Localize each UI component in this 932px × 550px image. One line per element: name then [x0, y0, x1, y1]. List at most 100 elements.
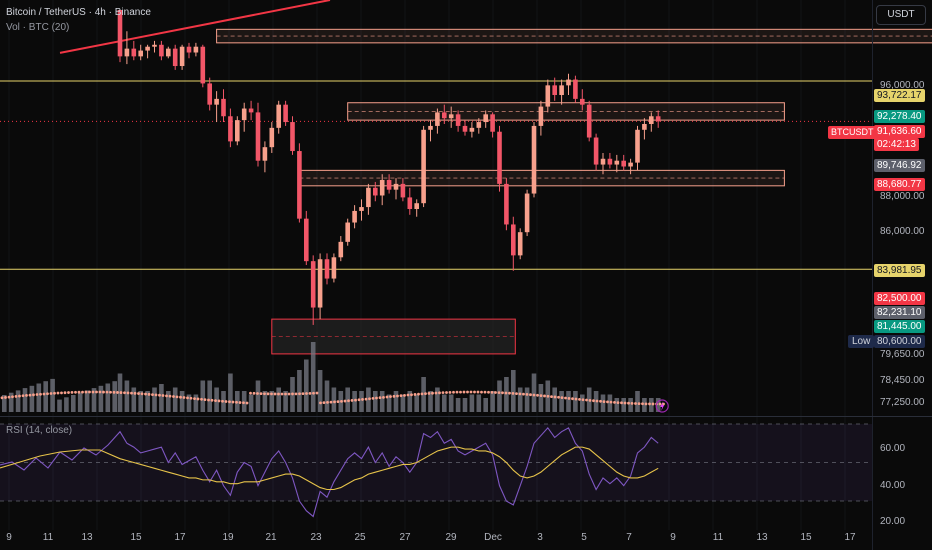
candle-body — [607, 158, 613, 165]
volume-ma-dot — [424, 392, 427, 396]
volume-bar — [435, 387, 440, 412]
volume-ma-dot — [63, 391, 67, 395]
volume-ma-dot — [515, 392, 518, 396]
volume-ma-dot — [11, 395, 14, 399]
volume-ma-dot — [259, 392, 263, 396]
volume-ma-dot — [277, 392, 280, 396]
price-tick-label: 88,000.00 — [880, 191, 925, 202]
candle-body — [324, 259, 330, 279]
volume-ma-dot — [186, 396, 189, 400]
volume-bar — [352, 391, 357, 412]
volume-ma-dot — [595, 399, 599, 403]
symbol-title[interactable]: Bitcoin / TetherUS · 4h · Binance — [6, 7, 151, 18]
volume-ma-dot — [574, 397, 578, 401]
candle-body — [131, 48, 137, 57]
volume-ma-dot — [483, 390, 487, 394]
candle-body — [559, 85, 564, 96]
candle-body — [166, 48, 171, 57]
volume-ma-dot — [315, 391, 319, 395]
volume-ma-dot — [133, 391, 137, 395]
volume-bar — [172, 387, 178, 412]
volume-ma-dot — [217, 399, 221, 403]
price-axis-divider — [872, 0, 873, 550]
volume-bar — [241, 391, 247, 412]
candle-body — [297, 151, 302, 219]
candle-body — [593, 137, 599, 165]
volume-ma-dot — [480, 390, 483, 394]
volume-ma-dot — [413, 393, 417, 396]
time-tick-label: 5 — [581, 532, 587, 543]
volume-bar — [455, 398, 461, 412]
gray-price-label: 89,746.92 — [874, 159, 925, 172]
volume-bar — [200, 380, 206, 412]
rsi-tick-label: 20.00 — [880, 516, 906, 527]
volume-ma-dot — [291, 392, 294, 396]
volume-bar — [22, 388, 28, 412]
volume-ma-dot — [116, 391, 119, 394]
volume-ma-dot — [168, 394, 172, 398]
candle-body — [566, 79, 571, 86]
rsi-indicator-label[interactable]: RSI (14, close) — [6, 425, 73, 436]
volume-ma-dot — [634, 402, 637, 405]
volume-indicator-label[interactable]: Vol · BTC (20) — [6, 22, 70, 33]
pane-divider[interactable] — [0, 416, 932, 417]
volume-ma-dot — [434, 391, 438, 395]
volume-ma-dot — [280, 392, 284, 396]
time-tick-label: 29 — [445, 532, 457, 543]
volume-ma-dot — [193, 397, 196, 400]
volume-bar — [262, 391, 268, 412]
candle-body — [442, 112, 447, 119]
volume-bar — [407, 391, 413, 412]
volume-ma-dot — [112, 390, 116, 394]
price-tick-label: 78,450.00 — [880, 375, 925, 386]
volume-ma-dot — [95, 390, 98, 394]
candle-body — [379, 180, 385, 196]
volume-ma-dot — [266, 392, 270, 396]
candle-body — [359, 207, 364, 211]
volume-bar — [421, 377, 426, 412]
volume-ma-dot — [445, 391, 448, 394]
volume-bar — [8, 392, 14, 412]
candle-body — [193, 46, 199, 53]
volume-ma-dot — [441, 391, 445, 395]
volume-ma-dot — [382, 395, 385, 399]
time-tick-label: 25 — [354, 532, 366, 543]
candle-body — [628, 162, 633, 167]
time-tick-label: 11 — [712, 532, 724, 543]
time-tick-label: 15 — [130, 532, 142, 543]
volume-ma-dot — [273, 392, 277, 396]
green-price-label: 81,445.00 — [874, 320, 925, 333]
time-tick-label: 19 — [222, 532, 234, 543]
volume-ma-dot — [60, 391, 63, 395]
candle-body — [649, 116, 654, 124]
candle-body — [476, 122, 482, 128]
volume-bar — [152, 387, 157, 412]
symbol-price-tag: BTCUSDT — [828, 126, 877, 139]
volume-ma-dot — [214, 399, 217, 403]
volume-bar — [580, 394, 585, 412]
volume-ma-dot — [378, 396, 382, 400]
volume-ma-dot — [606, 400, 609, 404]
volume-ma-dot — [105, 390, 109, 394]
volume-bar — [469, 394, 475, 412]
volume-bar — [614, 398, 620, 412]
volume-ma-dot — [623, 401, 627, 405]
volume-ma-dot — [175, 395, 179, 399]
time-tick-label: 17 — [174, 532, 186, 543]
rsi-line — [0, 426, 659, 518]
volume-bar — [138, 391, 143, 412]
volume-ma-dot — [144, 392, 147, 396]
currency-button[interactable]: USDT — [876, 5, 926, 25]
candle-body — [304, 218, 309, 262]
volume-bar — [64, 397, 69, 412]
gray-price-label: 82,231.10 — [874, 306, 925, 319]
volume-bar — [228, 373, 233, 412]
trendline — [59, 0, 331, 54]
time-tick-label: 13 — [81, 532, 93, 543]
volume-ma-dot — [67, 391, 70, 394]
current-price-label: 91,636.60 — [874, 125, 925, 138]
volume-bar — [193, 394, 199, 412]
volume-ma-dot — [256, 392, 259, 395]
volume-bar — [490, 391, 495, 412]
